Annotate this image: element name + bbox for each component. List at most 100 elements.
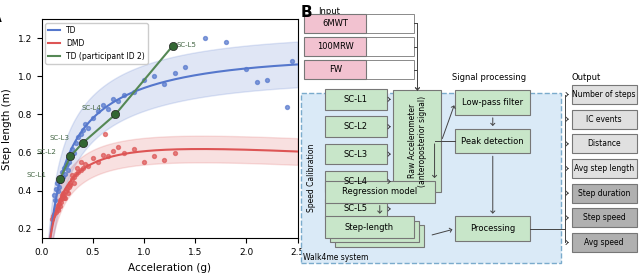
Bar: [325, 199, 387, 219]
Point: [58, 194, 68, 199]
Text: FW: FW: [329, 65, 342, 74]
Point: [103, 154, 113, 159]
Text: B: B: [301, 5, 313, 21]
Point: [52, 181, 62, 185]
Text: Raw Accelerometer
(anteroposterior signal): Raw Accelerometer (anteroposterior signa…: [408, 96, 427, 187]
Text: Walk4me system: Walk4me system: [303, 253, 368, 262]
Point: [55, 198, 65, 202]
Point: [77, 166, 88, 170]
Point: [103, 107, 113, 111]
Point: [63, 168, 74, 172]
Point: [65, 154, 76, 159]
Point: [67, 177, 77, 181]
Text: SC-L1: SC-L1: [344, 95, 368, 104]
Point: [170, 150, 180, 155]
Y-axis label: Step length (m): Step length (m): [2, 88, 12, 170]
Point: [71, 171, 81, 176]
Point: [53, 206, 63, 210]
Point: [262, 78, 272, 82]
Text: Signal processing: Signal processing: [452, 73, 527, 82]
Text: SC-L1: SC-L1: [27, 172, 47, 178]
Point: [241, 67, 252, 71]
Point: [149, 74, 159, 79]
Text: SC-L4: SC-L4: [344, 177, 368, 186]
Point: [170, 70, 180, 75]
Point: [118, 93, 129, 98]
Text: SC-L5: SC-L5: [177, 42, 196, 48]
Text: A: A: [0, 10, 2, 25]
Point: [55, 179, 65, 183]
Point: [76, 131, 86, 136]
Point: [49, 192, 59, 197]
Bar: [572, 184, 637, 203]
Bar: [366, 37, 414, 56]
Bar: [325, 216, 414, 238]
Point: [129, 89, 139, 94]
Text: SC-L3: SC-L3: [344, 150, 368, 159]
Point: [71, 141, 81, 145]
Point: [64, 185, 74, 189]
X-axis label: Acceleration (g): Acceleration (g): [128, 263, 211, 273]
Text: SC-L3: SC-L3: [49, 135, 69, 141]
Point: [74, 170, 84, 174]
Text: SC-L2: SC-L2: [344, 122, 368, 131]
Point: [129, 147, 139, 151]
Point: [67, 173, 77, 178]
Point: [56, 200, 66, 204]
Point: [54, 185, 64, 189]
Text: Speed Calibration: Speed Calibration: [307, 144, 316, 212]
Point: [65, 181, 76, 185]
Bar: [305, 37, 366, 56]
Bar: [572, 208, 637, 227]
Point: [287, 59, 298, 63]
Point: [65, 183, 76, 187]
Point: [55, 204, 65, 208]
Text: Distance: Distance: [588, 139, 621, 148]
Point: [88, 156, 98, 161]
Text: Step-length: Step-length: [345, 223, 394, 232]
Bar: [301, 93, 561, 263]
Point: [56, 177, 66, 181]
Point: [55, 177, 65, 181]
Point: [180, 65, 190, 69]
Point: [113, 145, 124, 149]
Bar: [305, 60, 366, 79]
Point: [98, 152, 108, 157]
Bar: [325, 116, 387, 137]
Bar: [330, 221, 419, 242]
Point: [76, 168, 86, 172]
Point: [74, 135, 84, 139]
Point: [69, 175, 79, 179]
Text: SC-L5: SC-L5: [344, 204, 368, 213]
Point: [62, 187, 72, 191]
Point: [168, 44, 178, 48]
Bar: [455, 90, 531, 115]
Point: [79, 162, 90, 166]
Text: Processing: Processing: [470, 224, 515, 233]
Text: Avg speed: Avg speed: [584, 238, 624, 247]
Point: [53, 189, 63, 193]
Point: [282, 105, 292, 109]
Point: [50, 208, 60, 212]
Text: 100MRW: 100MRW: [317, 42, 354, 51]
Point: [83, 126, 93, 130]
Bar: [325, 181, 435, 203]
Text: IC events: IC events: [586, 115, 622, 124]
Point: [100, 131, 110, 136]
Point: [48, 213, 58, 218]
Text: Peak detection: Peak detection: [461, 137, 524, 145]
Bar: [325, 171, 387, 192]
Text: Step duration: Step duration: [578, 189, 630, 198]
Point: [51, 210, 61, 214]
Bar: [325, 89, 387, 110]
Point: [110, 112, 120, 117]
Point: [69, 181, 79, 185]
Point: [57, 192, 67, 197]
Point: [93, 109, 103, 113]
Text: 6MWT: 6MWT: [323, 19, 348, 28]
Bar: [335, 225, 424, 247]
Point: [108, 149, 118, 153]
Point: [118, 150, 129, 155]
Point: [108, 97, 118, 101]
Point: [77, 127, 88, 132]
